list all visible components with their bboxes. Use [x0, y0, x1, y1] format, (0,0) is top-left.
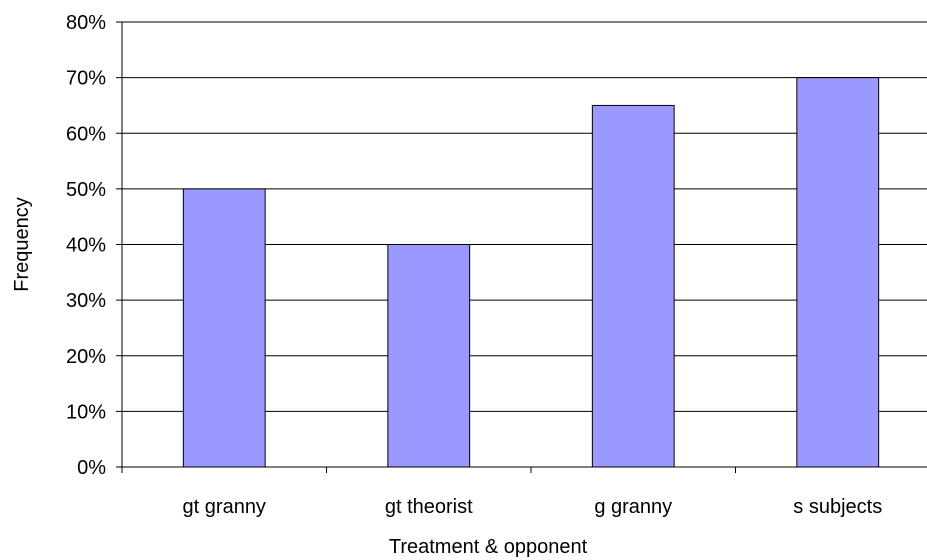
x-tick-label: g granny — [594, 496, 672, 518]
y-tick-label: 40% — [66, 235, 106, 257]
y-tick-label: 60% — [66, 123, 106, 145]
x-tick-labels: gt granny gt theorist g granny s subjects — [121, 467, 882, 518]
y-tick-label: 10% — [66, 401, 106, 423]
bar-gt-granny — [182, 188, 266, 468]
bar-g-granny — [591, 104, 675, 468]
x-axis-title: Treatment & opponent — [389, 536, 588, 558]
y-tick-label: 70% — [66, 68, 106, 90]
y-tick-labels: 0% 10% 20% 30% 40% 50% 60% 70% 80% — [66, 12, 122, 479]
x-tick-label: gt theorist — [385, 496, 473, 518]
y-tick-label: 80% — [66, 12, 106, 34]
y-tick-label: 20% — [66, 346, 106, 368]
y-axis-title: Frequency — [11, 197, 33, 292]
bar-s-subjects — [796, 77, 880, 468]
x-tick-label: s subjects — [793, 496, 882, 518]
bar-gt-theorist — [387, 244, 471, 468]
y-tick-label: 50% — [66, 179, 106, 201]
y-tick-label: 30% — [66, 290, 106, 312]
y-tick-label: 0% — [77, 457, 106, 479]
bars — [182, 77, 880, 468]
x-tick-label: gt granny — [183, 496, 266, 518]
